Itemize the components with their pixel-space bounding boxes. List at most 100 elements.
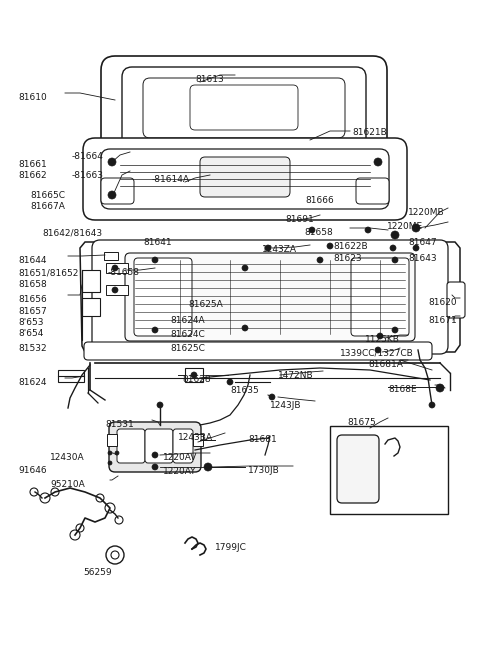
- Text: 81665C: 81665C: [30, 191, 65, 200]
- Text: 56259: 56259: [83, 568, 112, 577]
- Circle shape: [204, 463, 212, 471]
- Text: 81624A: 81624A: [170, 316, 204, 325]
- FancyBboxPatch shape: [134, 258, 192, 336]
- FancyBboxPatch shape: [173, 429, 193, 463]
- FancyBboxPatch shape: [117, 429, 145, 463]
- Circle shape: [269, 394, 275, 400]
- Text: 1339CC/1327CB: 1339CC/1327CB: [340, 348, 414, 357]
- Text: 81532: 81532: [18, 344, 47, 353]
- Circle shape: [412, 224, 420, 232]
- Text: 81656: 81656: [18, 295, 47, 304]
- Circle shape: [391, 231, 399, 239]
- Text: 81620: 81620: [428, 298, 456, 307]
- Text: 81661: 81661: [18, 160, 47, 169]
- Text: 81657: 81657: [18, 307, 47, 316]
- Text: 81642/81643: 81642/81643: [42, 228, 102, 237]
- FancyBboxPatch shape: [200, 157, 290, 197]
- FancyBboxPatch shape: [83, 138, 407, 220]
- Circle shape: [265, 245, 271, 251]
- Text: 81658: 81658: [304, 228, 333, 237]
- Text: 81671: 81671: [428, 316, 457, 325]
- Text: 81691: 81691: [285, 215, 314, 224]
- Bar: [82, 298, 100, 316]
- Circle shape: [191, 372, 197, 378]
- FancyBboxPatch shape: [447, 282, 465, 318]
- Text: 81628: 81628: [182, 375, 211, 384]
- Circle shape: [152, 257, 158, 263]
- Circle shape: [390, 245, 396, 251]
- Circle shape: [374, 158, 382, 166]
- Text: 81667A: 81667A: [30, 202, 65, 211]
- FancyBboxPatch shape: [92, 240, 448, 354]
- FancyBboxPatch shape: [101, 56, 387, 162]
- FancyBboxPatch shape: [122, 67, 366, 149]
- Circle shape: [317, 257, 323, 263]
- FancyBboxPatch shape: [337, 435, 379, 503]
- Text: 81644: 81644: [18, 256, 47, 265]
- Text: 1220ME: 1220ME: [387, 222, 423, 231]
- Polygon shape: [80, 242, 460, 352]
- Circle shape: [152, 327, 158, 333]
- Text: 81622B: 81622B: [333, 242, 368, 251]
- Circle shape: [377, 333, 383, 339]
- Circle shape: [108, 158, 116, 166]
- Bar: [106, 263, 128, 273]
- FancyBboxPatch shape: [145, 429, 173, 463]
- Circle shape: [309, 227, 315, 233]
- Text: 81662: 81662: [18, 171, 47, 180]
- Text: 81641: 81641: [143, 238, 172, 247]
- Text: 1243ZA: 1243ZA: [262, 245, 297, 254]
- Bar: [107, 434, 117, 446]
- Bar: [104, 252, 118, 260]
- Text: 81675: 81675: [347, 418, 376, 427]
- Text: -81664: -81664: [72, 152, 104, 161]
- Bar: [330, 426, 448, 514]
- Text: 1220AV: 1220AV: [163, 453, 197, 462]
- Circle shape: [375, 347, 381, 353]
- Text: 95210A: 95210A: [50, 480, 85, 489]
- Text: 1730JB: 1730JB: [248, 466, 280, 475]
- Text: 8168E: 8168E: [388, 385, 417, 394]
- Text: 1220AY: 1220AY: [163, 467, 196, 476]
- Circle shape: [392, 257, 398, 263]
- Circle shape: [365, 227, 371, 233]
- Text: 91646: 91646: [18, 466, 47, 475]
- FancyBboxPatch shape: [143, 78, 345, 138]
- Text: 81643: 81643: [408, 254, 437, 263]
- Text: 81624C: 81624C: [170, 330, 205, 339]
- Text: -81658: -81658: [108, 268, 140, 277]
- Text: 81681: 81681: [248, 435, 277, 444]
- Text: -81663: -81663: [72, 171, 104, 180]
- Text: 81625C: 81625C: [170, 344, 205, 353]
- Text: 81625A: 81625A: [188, 300, 223, 309]
- Circle shape: [429, 402, 435, 408]
- Text: 81613: 81613: [195, 75, 224, 84]
- Text: 81610: 81610: [18, 93, 47, 102]
- Text: 12430A: 12430A: [50, 453, 84, 462]
- Text: 1799JC: 1799JC: [215, 543, 247, 552]
- Text: 81651/81652: 81651/81652: [18, 268, 78, 277]
- Bar: [58, 370, 84, 382]
- Text: 8'654: 8'654: [18, 329, 43, 338]
- Circle shape: [413, 245, 419, 251]
- Text: 81681A: 81681A: [368, 360, 403, 369]
- Circle shape: [242, 265, 248, 271]
- Text: 1472NB: 1472NB: [278, 371, 313, 380]
- Bar: [82, 270, 100, 292]
- Circle shape: [115, 451, 119, 455]
- Circle shape: [152, 452, 158, 458]
- Text: 81531: 81531: [105, 420, 134, 429]
- Circle shape: [327, 243, 333, 249]
- FancyBboxPatch shape: [125, 253, 415, 341]
- Bar: [106, 285, 128, 295]
- Circle shape: [152, 464, 158, 470]
- FancyBboxPatch shape: [351, 258, 409, 336]
- Text: 81647: 81647: [408, 238, 437, 247]
- Text: 1220MB: 1220MB: [408, 208, 444, 217]
- FancyBboxPatch shape: [109, 422, 201, 472]
- Text: 1243JB: 1243JB: [270, 401, 301, 410]
- FancyBboxPatch shape: [101, 149, 389, 209]
- FancyBboxPatch shape: [84, 342, 432, 360]
- Circle shape: [108, 451, 112, 455]
- Circle shape: [436, 384, 444, 392]
